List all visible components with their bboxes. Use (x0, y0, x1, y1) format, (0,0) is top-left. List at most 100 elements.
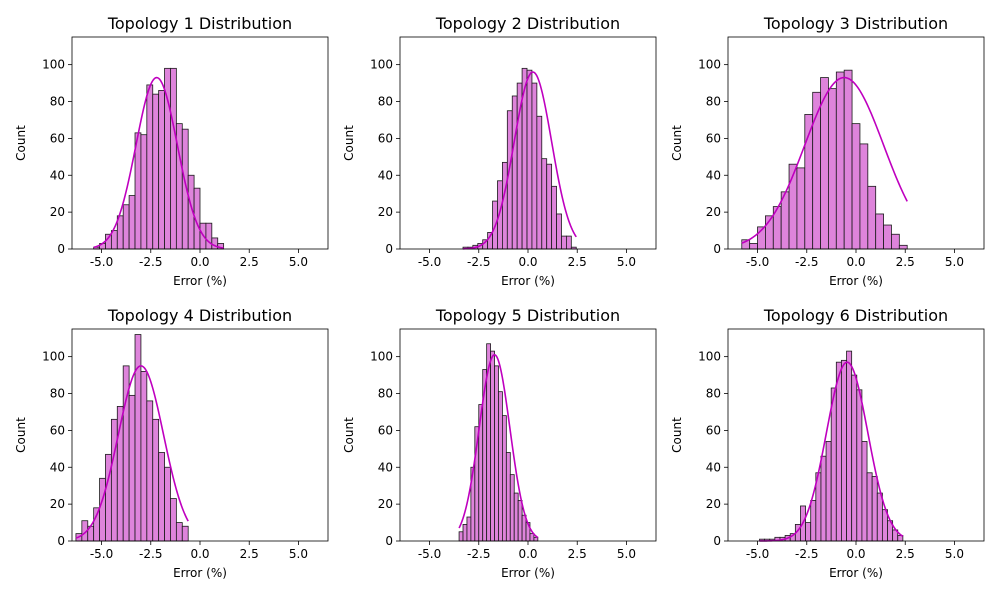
x-axis-label: Error (%) (501, 274, 555, 288)
histogram-bar (536, 115, 543, 250)
histogram-bar (498, 391, 503, 542)
y-tick-label: 80 (378, 95, 393, 109)
histogram-bar (876, 492, 883, 542)
histogram-bar (458, 531, 464, 542)
histogram-bar (871, 476, 878, 542)
histogram-bar (541, 158, 548, 250)
histogram-bar (526, 69, 533, 250)
histogram-bar (898, 244, 908, 250)
kde-line (93, 76, 224, 249)
x-tick-label: 2.5 (896, 547, 915, 561)
chart-title: Topology 5 Distribution (435, 306, 620, 325)
x-tick-label: 5.0 (289, 547, 308, 561)
histogram-bar (152, 418, 160, 542)
histogram-bar (164, 466, 171, 542)
histogram-bar (846, 350, 853, 542)
x-tick-label: -2.5 (795, 547, 818, 561)
histogram-bar (164, 67, 171, 250)
histogram-bar (561, 235, 567, 250)
y-axis-label: Count (14, 417, 28, 453)
x-tick-label: 2.5 (568, 255, 587, 269)
histogram-bar (875, 213, 884, 250)
histogram-bar (828, 88, 837, 250)
chart-title: Topology 2 Distribution (435, 14, 620, 33)
x-axis-label: Error (%) (501, 566, 555, 580)
y-tick-label: 0 (57, 242, 65, 256)
x-tick-label: -2.5 (467, 255, 490, 269)
histogram-bar (825, 441, 832, 542)
x-tick-label: -2.5 (795, 255, 818, 269)
y-tick-label: 80 (378, 387, 393, 401)
histogram-bar (891, 233, 900, 250)
y-tick-label: 60 (706, 423, 721, 437)
histogram-bar (830, 387, 837, 542)
histogram-bar (861, 441, 868, 542)
chart-panel-2: -5.0 -2.5 0.0 2.5 5.0 0 20 40 60 80 100 Topology 2 … (342, 14, 657, 288)
histogram-bar (835, 71, 845, 250)
y-axis-label: Count (670, 417, 684, 453)
histogram-bar (128, 394, 136, 542)
histogram-bar (158, 452, 165, 542)
histogram-bar (810, 500, 817, 542)
chart-panel-3: -5.0 -2.5 0.0 2.5 5.0 0 20 40 60 80 100 Topology 3 … (670, 14, 985, 288)
histogram-bar (170, 67, 177, 250)
y-tick-label: 0 (385, 534, 393, 548)
histogram-bar (531, 82, 538, 250)
histogram-bar (517, 500, 523, 542)
y-tick-label: 60 (706, 131, 721, 145)
histogram-bar (175, 522, 183, 542)
y-tick-label: 40 (706, 460, 721, 474)
x-tick-label: 2.5 (240, 255, 259, 269)
histogram-bar (867, 185, 877, 250)
y-tick-label: 20 (706, 205, 721, 219)
chart-title: Topology 6 Distribution (763, 306, 948, 325)
histogram-bar (856, 389, 863, 542)
x-tick-label: -5.0 (90, 255, 113, 269)
y-tick-label: 100 (42, 350, 65, 364)
y-tick-label: 100 (698, 350, 721, 364)
kde-line (741, 76, 908, 244)
histogram-bar (556, 213, 562, 250)
x-tick-label: 2.5 (568, 547, 587, 561)
y-tick-label: 20 (706, 497, 721, 511)
histogram-bar (805, 522, 812, 542)
x-tick-label: 5.0 (617, 255, 636, 269)
chart-title: Topology 3 Distribution (763, 14, 948, 33)
x-tick-label: 5.0 (289, 255, 308, 269)
chart-panel-6: -5.0 -2.5 0.0 2.5 5.0 0 20 40 60 80 100 Topology 6 … (670, 306, 985, 580)
histogram-bar (521, 514, 527, 542)
y-tick-label: 60 (378, 423, 393, 437)
y-axis-label: Count (342, 417, 356, 453)
histogram-bar (146, 400, 154, 542)
histogram-bar (152, 93, 160, 250)
y-tick-label: 100 (698, 58, 721, 72)
y-tick-label: 60 (50, 423, 65, 437)
y-tick-label: 100 (370, 350, 393, 364)
histogram-bar (490, 350, 495, 542)
histogram-bar (181, 525, 189, 542)
y-tick-label: 40 (50, 460, 65, 474)
x-tick-label: 0.0 (190, 547, 209, 561)
x-tick-label: 0.0 (190, 255, 209, 269)
y-axis-label: Count (342, 125, 356, 161)
y-tick-label: 20 (378, 497, 393, 511)
histogram-bar (205, 222, 213, 250)
y-tick-label: 80 (706, 95, 721, 109)
x-tick-label: -5.0 (746, 255, 769, 269)
chart-panel-1: -5.0 -2.5 0.0 2.5 5.0 0 20 40 60 80 100 Topology 1 … (14, 14, 329, 288)
chart-title: Topology 4 Distribution (107, 306, 292, 325)
histogram-bar (501, 415, 507, 542)
x-tick-label: -5.0 (90, 547, 113, 561)
histogram-bar (546, 163, 553, 250)
histogram-bar (501, 161, 508, 250)
kde-line (458, 353, 539, 539)
y-tick-label: 20 (50, 497, 65, 511)
histogram-bar (122, 204, 130, 250)
histogram-bar (509, 474, 515, 542)
histogram-bar (566, 235, 572, 250)
histogram-bar (170, 498, 177, 542)
histogram-bar (93, 507, 100, 542)
axes-frame (399, 328, 657, 542)
histogram-bar (835, 361, 842, 542)
